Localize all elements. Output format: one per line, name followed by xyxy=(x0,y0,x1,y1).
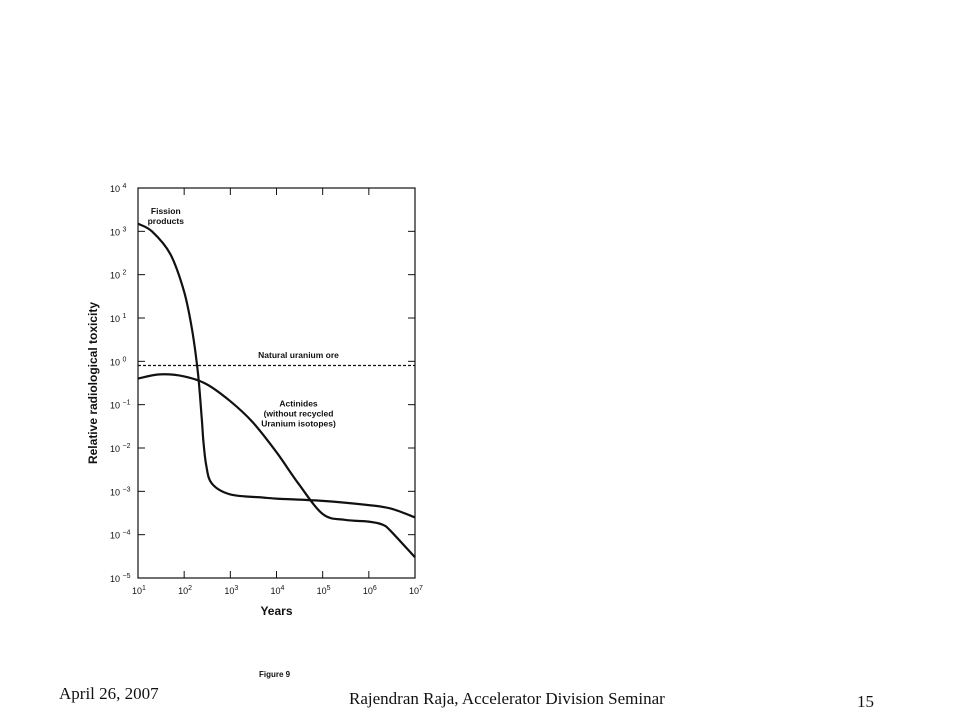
fission-products-line xyxy=(137,222,416,519)
x-tick-label: 106 xyxy=(363,585,377,596)
y-tick-label: 10 −1 xyxy=(110,400,131,411)
x-tick-label: 107 xyxy=(409,585,423,596)
y-axis-ticks: 10 −5 10 −4 10 −3 10 −2 10 −1 10 0 10 1 10 2 10 … xyxy=(110,183,415,584)
series-annotation: Actinides (without recycled Uranium isotop… xyxy=(261,399,336,429)
series-layer xyxy=(137,222,416,559)
plot-frame xyxy=(137,187,416,579)
y-tick-label: 10 4 xyxy=(110,183,127,194)
footer-date: April 26, 2007 xyxy=(59,684,159,703)
series-annotation: Fission products xyxy=(148,206,185,226)
annotation-layer: Fission products Natural uranium ore Actini… xyxy=(148,206,340,429)
x-tick-label: 101 xyxy=(132,585,146,596)
actinides-line xyxy=(137,373,416,559)
series-annotation: Natural uranium ore xyxy=(258,350,339,360)
footer-title: Rajendran Raja, Accelerator Division Sem… xyxy=(349,689,665,708)
y-tick-label: 10 −3 xyxy=(110,486,131,497)
x-tick-label: 104 xyxy=(271,585,285,596)
x-tick-label: 102 xyxy=(178,585,192,596)
y-tick-label: 10 1 xyxy=(110,313,127,324)
y-tick-label: 10 −5 xyxy=(110,573,131,584)
x-tick-label: 105 xyxy=(317,585,331,596)
y-tick-label: 10 −2 xyxy=(110,443,131,454)
figure-caption: Figure 9 xyxy=(259,670,291,679)
y-tick-label: 10 2 xyxy=(110,270,127,281)
x-axis-ticks: 101 102 103 104 105 106 107 xyxy=(132,188,423,596)
y-tick-label: 10 −4 xyxy=(110,530,131,541)
y-tick-label: 10 3 xyxy=(110,226,127,237)
plot-border xyxy=(137,187,416,579)
page-number: 15 xyxy=(857,692,874,711)
x-axis-label: Years xyxy=(260,604,292,618)
x-tick-label: 103 xyxy=(224,585,238,596)
y-tick-label: 10 0 xyxy=(110,356,127,367)
y-axis-label: Relative radiological toxicity xyxy=(86,302,100,464)
